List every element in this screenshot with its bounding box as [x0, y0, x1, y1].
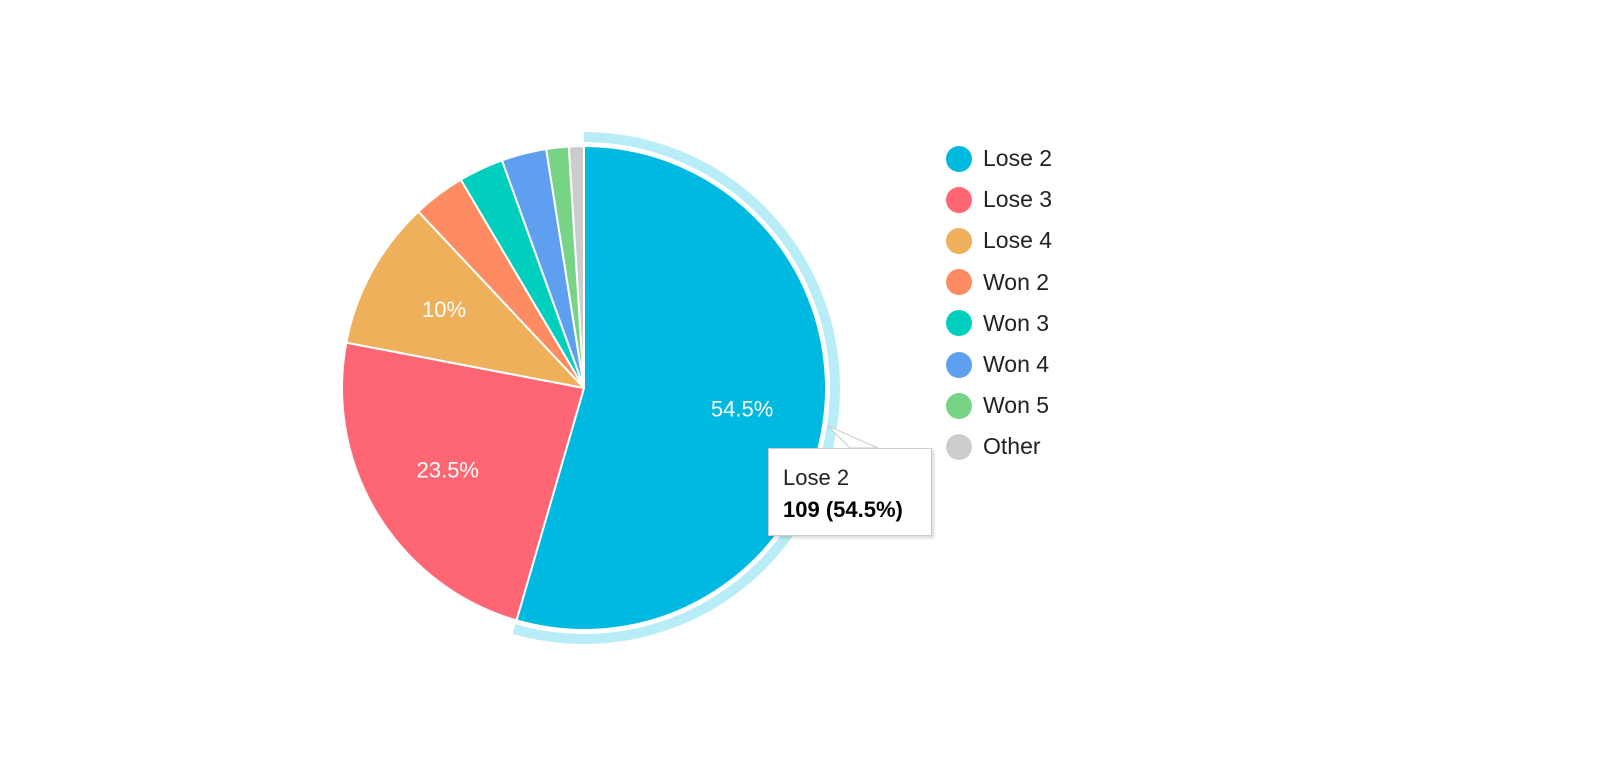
legend-item-lose-2[interactable]: Lose 2 [946, 138, 1146, 179]
pie-slice-lose-2[interactable] [515, 145, 827, 631]
legend-color-dot [946, 392, 972, 419]
legend-item-won-2[interactable]: Won 2 [946, 262, 1146, 303]
legend-label: Lose 4 [983, 227, 1053, 254]
pie-slices [341, 145, 827, 631]
legend-label: Other [983, 433, 1041, 460]
pie-slice-labels: 54.5% 23.5% 10% [417, 297, 774, 482]
legend-color-dot [946, 269, 972, 296]
pie-slice-lose-3[interactable] [341, 341, 585, 622]
legend-item-other[interactable]: Other [946, 426, 1146, 467]
legend-color-dot [946, 227, 972, 254]
legend-item-won-4[interactable]: Won 4 [946, 344, 1146, 385]
slice-label-lose-4: 10% [422, 297, 466, 322]
legend-item-won-5[interactable]: Won 5 [946, 385, 1146, 426]
pie-slice-lose-4[interactable] [345, 210, 585, 389]
tooltip: Lose 2 109 (54.5%) [768, 448, 932, 536]
legend-item-won-3[interactable]: Won 3 [946, 303, 1146, 344]
slice-label-lose-2: 54.5% [711, 396, 773, 421]
legend-label: Won 4 [983, 351, 1050, 378]
legend: Lose 2 Lose 3 Lose 4 Won 2 Won 3 Won 4 Won 5 Ot… [946, 138, 1146, 468]
legend-label: Won 3 [983, 309, 1050, 336]
slice-label-lose-3: 23.5% [417, 457, 479, 482]
legend-item-lose-4[interactable]: Lose 4 [946, 220, 1146, 261]
pie-slice-other[interactable] [567, 145, 585, 389]
tooltip-name: Lose 2 [783, 465, 850, 490]
legend-color-dot [946, 186, 972, 213]
legend-label: Won 2 [983, 268, 1050, 295]
legend-item-lose-3[interactable]: Lose 3 [946, 179, 1146, 220]
legend-label: Lose 3 [983, 186, 1053, 213]
legend-label: Won 5 [983, 392, 1050, 419]
legend-color-dot [946, 310, 972, 337]
legend-color-dot [946, 145, 972, 172]
legend-color-dot [946, 433, 972, 460]
legend-label: Lose 2 [983, 145, 1053, 172]
legend-color-dot [946, 351, 972, 378]
tooltip-value: 109 (54.5%) [783, 497, 903, 522]
